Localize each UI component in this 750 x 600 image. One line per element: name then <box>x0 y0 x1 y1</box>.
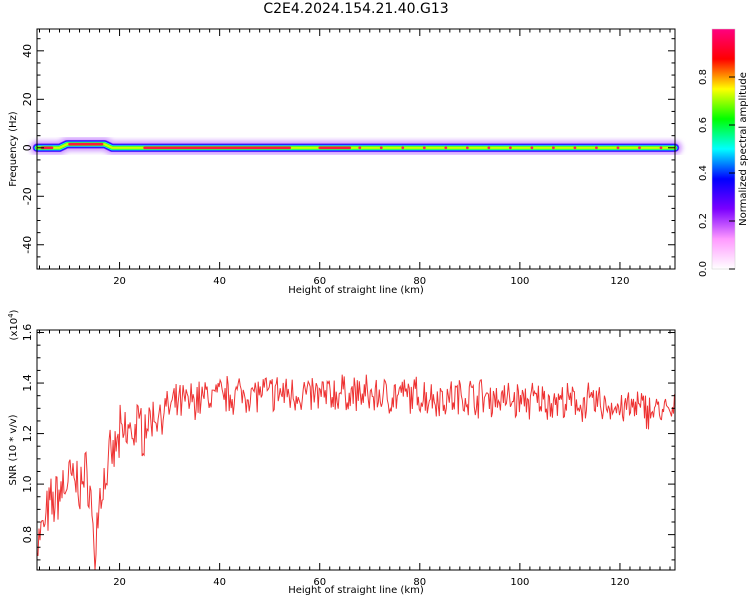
heatmap-y-tick-label: 40 <box>21 44 34 58</box>
heatmap-x-tick-label: 120 <box>610 276 629 287</box>
spectrogram-peak <box>379 146 383 150</box>
spectrogram-peak <box>422 146 426 150</box>
heatmap-x-ticks: 20 40 60 80 100 120 <box>39 29 671 287</box>
spectrogram-frame <box>36 28 676 270</box>
snr-x-tick-label: 60 <box>313 577 326 588</box>
spectrogram-peak <box>638 146 641 150</box>
heatmap-x-tick-label: 20 <box>113 276 126 287</box>
colorbar-tick-label: 0.2 <box>698 213 709 229</box>
snr-y-tick-label: 1.2 <box>21 425 34 443</box>
page-title: C2E4.2024.154.21.40.G13 <box>263 1 449 17</box>
snr-x-tick-label: 100 <box>510 577 529 588</box>
spectrogram-peak <box>616 146 620 150</box>
snr-y-scale-note: (x104) <box>7 309 20 340</box>
spectrogram-peak <box>552 146 555 150</box>
snr-y-tick-label: 0.8 <box>21 526 34 544</box>
spectrogram-peak <box>358 146 362 150</box>
spectrogram-peak <box>508 146 512 150</box>
colorbar-tick-label: 0.6 <box>698 117 709 133</box>
snr-y-ticks: 0.8 1.0 1.2 1.4 1.6 <box>21 324 675 561</box>
heatmap-x-tick-label: 80 <box>413 276 426 287</box>
heatmap-x-tick-label: 100 <box>510 276 529 287</box>
heatmap-x-tick-label: 40 <box>213 276 226 287</box>
snr-panel: 20 40 60 80 100 120 0.8 1.0 1.2 1.4 1.6 Height of… <box>7 309 676 596</box>
spectrogram-panel: 20 40 60 80 100 120 -40 -20 0 20 40 Height of str… <box>8 28 684 296</box>
spectrogram-peak <box>444 146 448 150</box>
spectrogram-ridge <box>28 135 684 157</box>
snr-x-tick-label: 20 <box>113 577 126 588</box>
snr-x-axis-label: Height of straight line (km) <box>288 585 424 596</box>
colorbar: 0.0 0.2 0.4 0.6 0.8 Normalized spectral ampl… <box>698 28 749 277</box>
heatmap-x-tick-label: 60 <box>313 276 326 287</box>
spectrogram-peak <box>595 146 598 150</box>
heatmap-y-tick-label: 20 <box>21 92 34 106</box>
colorbar-ticks: 0.0 0.2 0.4 0.6 0.8 <box>698 69 735 277</box>
snr-x-tick-label: 80 <box>413 577 426 588</box>
heatmap-y-tick-label: -40 <box>21 236 34 254</box>
colorbar-label: Normalized spectral amplitude <box>738 72 749 226</box>
spectrogram-peak <box>401 146 405 150</box>
spectrogram-peak <box>487 146 491 150</box>
colorbar-tick-label: 0.0 <box>698 261 709 277</box>
colorbar-gradient <box>712 29 735 269</box>
snr-x-tick-label: 40 <box>213 577 226 588</box>
snr-series-line <box>36 374 675 571</box>
colorbar-tick-label: 0.8 <box>698 69 709 85</box>
spectrogram-peak <box>465 146 469 150</box>
heatmap-y-axis-label: Frequency (Hz) <box>8 111 19 187</box>
spectrogram-peak <box>659 146 663 150</box>
snr-x-tick-label: 120 <box>610 577 629 588</box>
snr-y-tick-label: 1.6 <box>21 324 34 342</box>
colorbar-tick-label: 0.4 <box>698 165 709 181</box>
snr-x-ticks: 20 40 60 80 100 120 <box>39 330 671 588</box>
heatmap-y-tick-label: -20 <box>21 187 34 205</box>
snr-frame <box>36 329 676 571</box>
spectrogram-peak <box>530 146 534 150</box>
snr-y-tick-label: 1.0 <box>21 475 34 493</box>
heatmap-y-ticks: -40 -20 0 20 40 <box>21 38 675 270</box>
colorbar-frame <box>711 28 736 270</box>
heatmap-x-axis-label: Height of straight line (km) <box>288 285 424 296</box>
snr-y-axis-label: SNR (10 * v/v) <box>8 414 19 485</box>
spectrogram-peak <box>573 146 577 150</box>
snr-y-tick-label: 1.4 <box>21 374 34 392</box>
heatmap-y-tick-label: 0 <box>21 144 34 151</box>
